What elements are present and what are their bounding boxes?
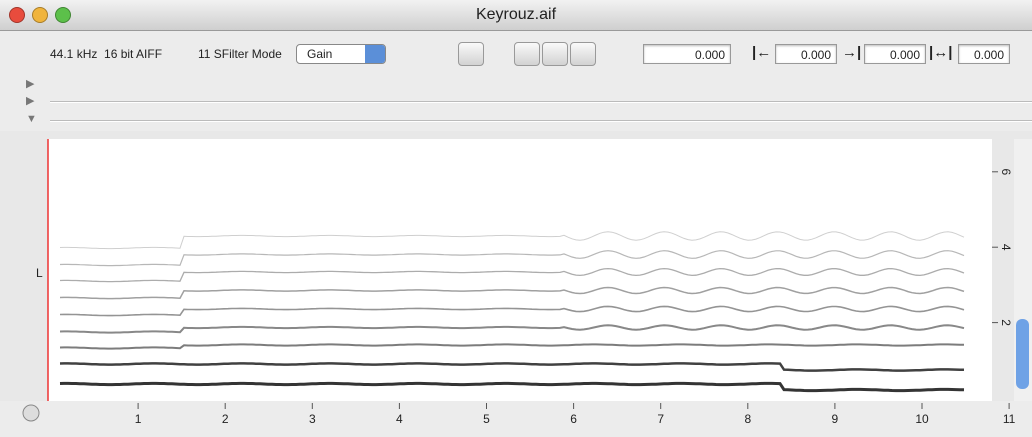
time-tick-label: 4	[396, 412, 403, 426]
harmonic	[59, 381, 965, 393]
frequency-tick-label: 4	[999, 244, 1013, 251]
harmonic	[59, 324, 965, 334]
timeline	[0, 401, 1032, 437]
disclosure[interactable]: ▼	[26, 113, 37, 125]
time-tick-label: 3	[309, 412, 316, 426]
close-button[interactable]	[9, 7, 25, 23]
position-field[interactable]: 0.000	[643, 44, 731, 64]
start-icon: |←	[752, 44, 772, 61]
select-arrows	[365, 45, 385, 63]
menu-button[interactable]	[22, 404, 40, 422]
time-tick-label: 6	[570, 412, 577, 426]
frequency-tick-label: 6	[999, 168, 1013, 175]
harmonic	[59, 305, 965, 317]
time-tick-label: 2	[222, 412, 229, 426]
toolbar: 44.1 kHz 16 bit AIFF 11 SFilter Mode Gai…	[0, 31, 1032, 131]
harmonic	[59, 343, 965, 350]
end-icon: →|	[842, 44, 862, 61]
volume-button[interactable]	[458, 42, 484, 66]
disclosure[interactable]: ▶	[26, 78, 35, 90]
zoom-button[interactable]	[55, 7, 71, 23]
disclosure[interactable]: ▶	[26, 95, 35, 107]
channel-label: L	[36, 266, 43, 280]
spectrogram-view: L 1 2 3 4 5 6 7 8 9 10 11 2 4 6	[0, 139, 1032, 437]
end-field[interactable]: 0.000	[864, 44, 926, 64]
minimize-button[interactable]	[32, 7, 48, 23]
format-info: 44.1 kHz 16 bit AIFF	[50, 47, 163, 61]
time-tick-label: 1	[135, 412, 142, 426]
filter-label: 11 SFilter Mode	[198, 47, 282, 61]
separator	[50, 120, 1032, 122]
time-tick-label: 5	[483, 412, 490, 426]
title-bar: Keyrouz.aif	[0, 0, 1032, 31]
length-field[interactable]: 0.000	[958, 44, 1010, 64]
time-tick-label: 9	[832, 412, 839, 426]
filter-mode-value: Gain	[307, 47, 333, 61]
time-tick-label: 7	[657, 412, 664, 426]
harmonic	[59, 362, 965, 372]
harmonic	[59, 231, 965, 250]
separator	[50, 101, 1032, 103]
play-button[interactable]	[542, 42, 568, 66]
time-tick-label: 11	[1003, 412, 1016, 426]
spectrogram-area	[48, 139, 992, 401]
filter-mode-select[interactable]: Gain	[296, 44, 386, 64]
harmonic	[59, 250, 965, 267]
harmonic	[59, 286, 965, 300]
time-tick-label: 8	[744, 412, 751, 426]
harmonics	[59, 231, 965, 393]
time-tick-label: 10	[915, 412, 929, 426]
scroll-thumb[interactable]	[1016, 319, 1029, 389]
start-field[interactable]: 0.000	[775, 44, 837, 64]
harmonic	[59, 267, 965, 283]
loop-button[interactable]	[570, 42, 596, 66]
rewind-button[interactable]	[514, 42, 540, 66]
length-icon: |↔|	[929, 44, 953, 61]
window-title: Keyrouz.aif	[475, 6, 557, 23]
frequency-tick-label: 2	[999, 319, 1013, 326]
